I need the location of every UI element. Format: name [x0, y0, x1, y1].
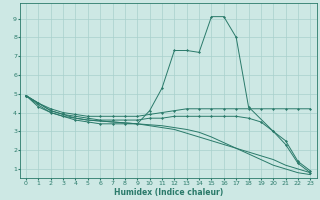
- X-axis label: Humidex (Indice chaleur): Humidex (Indice chaleur): [114, 188, 223, 197]
